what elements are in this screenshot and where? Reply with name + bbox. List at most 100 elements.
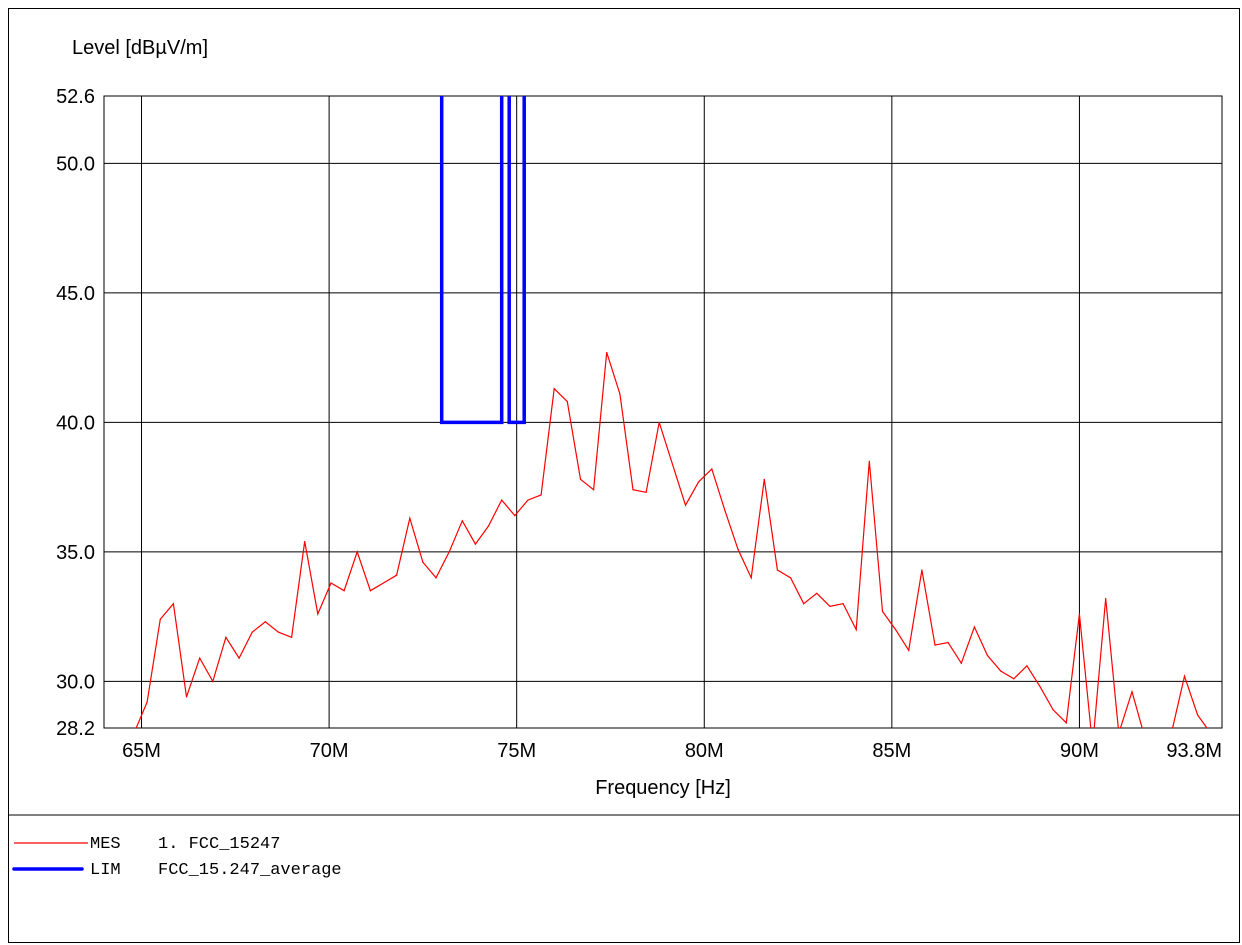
- series-layer: [133, 96, 1211, 744]
- data-point-mes: [290, 636, 293, 638]
- data-point-mes: [448, 551, 450, 553]
- x-tick-label: 93.8M: [1166, 740, 1222, 762]
- data-point-mes: [855, 628, 857, 631]
- series-line-lim: [439, 96, 504, 425]
- data-point-mes: [1052, 709, 1054, 711]
- data-point-mes: [908, 649, 910, 651]
- data-point-mes: [146, 701, 148, 703]
- data-point-mes: [422, 561, 424, 563]
- data-point-mes: [1144, 738, 1145, 739]
- data-point-mes: [606, 351, 608, 354]
- data-point-mes: [199, 657, 201, 659]
- y-tick-label: 28.2: [56, 718, 95, 740]
- data-point-mes: [645, 491, 647, 493]
- data-point-mes: [409, 517, 411, 519]
- plot-border: [103, 95, 1223, 729]
- data-point-mes: [225, 636, 227, 638]
- series-line-mes: [135, 352, 1208, 728]
- data-point-mes: [1210, 733, 1211, 734]
- data-point-mes: [1118, 733, 1119, 734]
- y-tick-label: 40.0: [56, 412, 95, 434]
- x-tick-label: 65M: [122, 740, 161, 762]
- data-point-mes: [304, 540, 306, 543]
- data-point-mes: [724, 509, 726, 512]
- data-point-mes: [1197, 714, 1199, 716]
- data-point-mes: [1183, 675, 1186, 677]
- data-point-mes: [159, 618, 161, 620]
- data-point-mes: [487, 525, 490, 527]
- x-axis-label: Frequency [Hz]: [595, 777, 731, 799]
- data-point-mes: [829, 605, 831, 607]
- data-point-mes: [396, 574, 398, 576]
- data-point-mes: [895, 628, 897, 631]
- y-tick-label: 35.0: [56, 542, 95, 564]
- legend-name-mes: MES: [90, 835, 121, 854]
- x-tick-label: 70M: [310, 740, 349, 762]
- data-point-mes: [343, 590, 345, 592]
- data-point-mes: [501, 499, 503, 501]
- data-point-mes: [1105, 597, 1107, 600]
- data-point-mes: [566, 401, 568, 403]
- data-point-mes: [789, 577, 792, 579]
- data-point-mes: [960, 662, 962, 664]
- y-tick-label: 30.0: [56, 671, 95, 693]
- x-tick-label: 90M: [1060, 740, 1099, 762]
- data-point-mes: [264, 621, 266, 623]
- data-point-mes: [277, 631, 280, 633]
- data-point-mes: [369, 590, 371, 592]
- series-line-lim: [507, 96, 526, 425]
- data-point-mes: [750, 577, 752, 579]
- data-point-mes: [1000, 670, 1002, 672]
- data-point-mes: [803, 603, 805, 605]
- data-point-mes: [527, 499, 529, 501]
- data-point-mes: [934, 644, 936, 646]
- data-point-mes: [1131, 691, 1133, 693]
- data-point-mes: [238, 657, 240, 659]
- data-point-mes: [868, 460, 870, 462]
- data-point-mes: [356, 551, 358, 553]
- y-tick-label: 45.0: [56, 283, 95, 305]
- legend-text-lim: FCC_15.247_average: [158, 861, 342, 880]
- data-point-mes: [1158, 743, 1159, 744]
- data-point-mes: [881, 610, 884, 613]
- data-point-mes: [330, 582, 332, 584]
- data-point-mes: [579, 478, 582, 480]
- data-point-mes: [185, 696, 188, 698]
- data-point-mes: [921, 569, 923, 571]
- data-point-mes: [711, 468, 713, 470]
- data-point-mes: [540, 494, 542, 496]
- legend: MES 1. FCC_15247 LIM FCC_15.247_average: [12, 835, 342, 880]
- data-point-mes: [435, 577, 437, 579]
- data-point-mes: [684, 504, 687, 506]
- y-tick-label: 52.6: [56, 86, 95, 108]
- data-point-mes: [317, 613, 319, 615]
- x-tick-label: 75M: [497, 740, 536, 762]
- data-point-mes: [776, 569, 779, 571]
- data-point-mes: [658, 421, 660, 423]
- data-point-mes: [973, 626, 975, 628]
- data-point-mes: [1026, 665, 1028, 667]
- data-point-mes: [737, 548, 739, 550]
- data-point-mes: [619, 393, 621, 395]
- data-point-mes: [212, 680, 214, 682]
- y-tick-labels: 28.2 30.0 35.0 40.0 45.0 50.0 52.6: [56, 86, 95, 740]
- x-tick-label: 80M: [685, 740, 724, 762]
- data-point-mes: [947, 641, 949, 644]
- x-tick-labels: 65M 70M 75M 80M 85M 90M 93.8M: [122, 740, 1222, 762]
- grid: [104, 96, 1222, 728]
- data-point-mes: [1013, 678, 1015, 680]
- data-point-mes: [172, 603, 175, 605]
- data-point-mes: [382, 582, 385, 584]
- data-point-mes: [632, 489, 634, 491]
- data-point-mes: [816, 592, 818, 594]
- data-point-mes: [461, 520, 463, 522]
- chart-frame: [8, 8, 1240, 943]
- data-point-mes: [251, 631, 253, 633]
- data-point-mes: [592, 489, 595, 491]
- data-point-mes: [1171, 733, 1172, 734]
- data-point-mes: [1078, 613, 1081, 615]
- data-point-mes: [842, 603, 844, 605]
- y-axis-label: Level [dBµV/m]: [72, 37, 208, 59]
- data-point-mes: [763, 478, 765, 480]
- data-point-mes: [133, 733, 134, 734]
